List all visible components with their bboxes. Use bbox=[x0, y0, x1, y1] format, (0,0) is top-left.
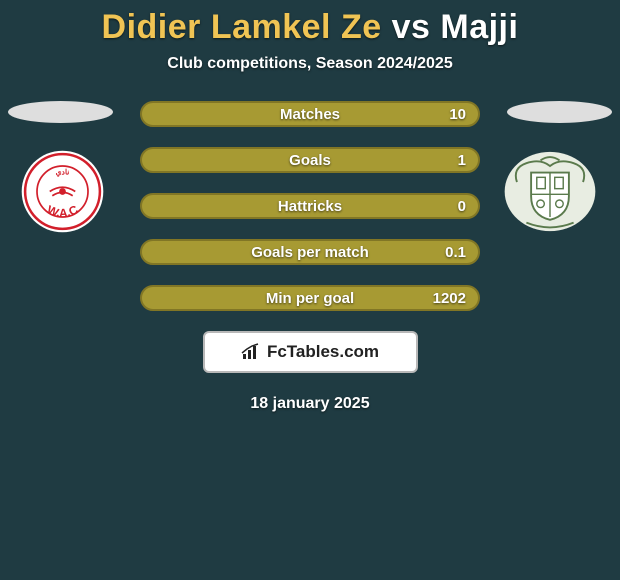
stat-label: Goals per match bbox=[251, 244, 369, 261]
stat-value: 10 bbox=[449, 106, 466, 123]
stat-value: 0.1 bbox=[445, 244, 466, 261]
stat-row: Goals 1 bbox=[140, 147, 480, 173]
stat-row: Hattricks 0 bbox=[140, 193, 480, 219]
stat-label: Min per goal bbox=[266, 290, 354, 307]
chart-icon bbox=[241, 343, 261, 361]
stat-bars: Matches 10 Goals 1 Hattricks 0 Goals per match… bbox=[140, 101, 480, 311]
stat-value: 0 bbox=[458, 198, 466, 215]
stat-value: 1 bbox=[458, 152, 466, 169]
page-title: Didier Lamkel Ze vs Majji bbox=[0, 0, 620, 47]
left-club-badge: W.A.C نادي bbox=[20, 149, 105, 234]
vs-text: vs bbox=[392, 8, 431, 46]
left-ellipse bbox=[8, 101, 113, 123]
stat-label: Goals bbox=[289, 152, 331, 169]
svg-text:نادي: نادي bbox=[56, 168, 70, 178]
right-club-badge bbox=[500, 149, 600, 234]
stat-value: 1202 bbox=[433, 290, 466, 307]
footer-brand-badge: FcTables.com bbox=[203, 331, 418, 373]
stat-label: Hattricks bbox=[278, 198, 342, 215]
stat-row: Goals per match 0.1 bbox=[140, 239, 480, 265]
right-ellipse bbox=[507, 101, 612, 123]
footer-date: 18 january 2025 bbox=[0, 395, 620, 413]
player1-name: Didier Lamkel Ze bbox=[102, 8, 382, 46]
footer-brand-text: FcTables.com bbox=[267, 342, 379, 362]
stat-row: Min per goal 1202 bbox=[140, 285, 480, 311]
subtitle: Club competitions, Season 2024/2025 bbox=[0, 55, 620, 73]
content-area: W.A.C نادي bbox=[0, 101, 620, 311]
stat-label: Matches bbox=[280, 106, 340, 123]
infographic-container: Didier Lamkel Ze vs Majji Club competiti… bbox=[0, 0, 620, 580]
player2-name: Majji bbox=[440, 8, 518, 46]
stat-row: Matches 10 bbox=[140, 101, 480, 127]
